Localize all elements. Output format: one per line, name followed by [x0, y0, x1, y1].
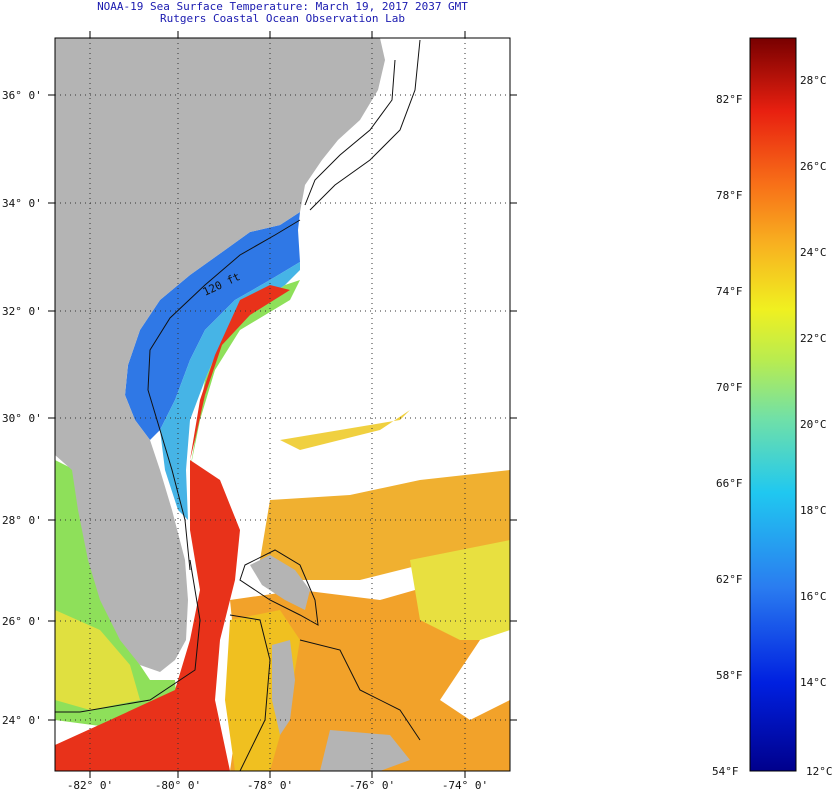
fahrenheit-label: 78°F [716, 189, 743, 202]
longitude-labels: -82° 0' -80° 0' -78° 0' -76° 0' -74° 0' [67, 779, 488, 792]
latitude-labels: 36° 0' 34° 0' 32° 0' 30° 0' 28° 0' 26° 0… [2, 89, 42, 727]
fahrenheit-label: 66°F [716, 477, 743, 490]
lon-label: -80° 0' [155, 779, 201, 792]
celsius-label: 12°C [806, 765, 832, 778]
map-panel: 120 ft [55, 38, 510, 771]
lon-label: -74° 0' [442, 779, 488, 792]
lat-label: 24° 0' [2, 714, 42, 727]
celsius-label: 22°C [800, 332, 827, 345]
celsius-label: 18°C [800, 504, 827, 517]
lon-label: -78° 0' [247, 779, 293, 792]
lon-label: -82° 0' [67, 779, 113, 792]
celsius-label: 28°C [800, 74, 827, 87]
celsius-label: 20°C [800, 418, 827, 431]
fahrenheit-scale: 82°F 78°F 74°F 70°F 66°F 62°F 58°F 54°F [712, 93, 743, 778]
fahrenheit-label: 62°F [716, 573, 743, 586]
lat-label: 36° 0' [2, 89, 42, 102]
map-title: NOAA-19 Sea Surface Temperature: March 1… [97, 0, 468, 13]
fahrenheit-label: 70°F [716, 381, 743, 394]
land-mass [55, 38, 385, 672]
lat-label: 28° 0' [2, 514, 42, 527]
lat-label: 26° 0' [2, 615, 42, 628]
shelf-cold-water [125, 212, 300, 440]
celsius-label: 14°C [800, 676, 827, 689]
map-grid [55, 38, 510, 771]
lat-label: 34° 0' [2, 197, 42, 210]
celsius-label: 24°C [800, 246, 827, 259]
celsius-scale: 28°C 26°C 24°C 22°C 20°C 18°C 16°C 14°C … [800, 74, 832, 778]
depth-contour [147, 219, 301, 571]
temperature-colorbar [749, 37, 797, 772]
fahrenheit-label: 54°F [712, 765, 739, 778]
fahrenheit-label: 82°F [716, 93, 743, 106]
lon-label: -76° 0' [349, 779, 395, 792]
lat-label: 32° 0' [2, 305, 42, 318]
fahrenheit-label: 74°F [716, 285, 743, 298]
celsius-label: 26°C [800, 160, 827, 173]
map-ticks [48, 31, 517, 778]
lat-label: 30° 0' [2, 412, 42, 425]
gulf-stream [55, 460, 240, 771]
map-subtitle: Rutgers Coastal Ocean Observation Lab [159, 12, 406, 25]
celsius-label: 16°C [800, 590, 827, 603]
fahrenheit-label: 58°F [716, 669, 743, 682]
